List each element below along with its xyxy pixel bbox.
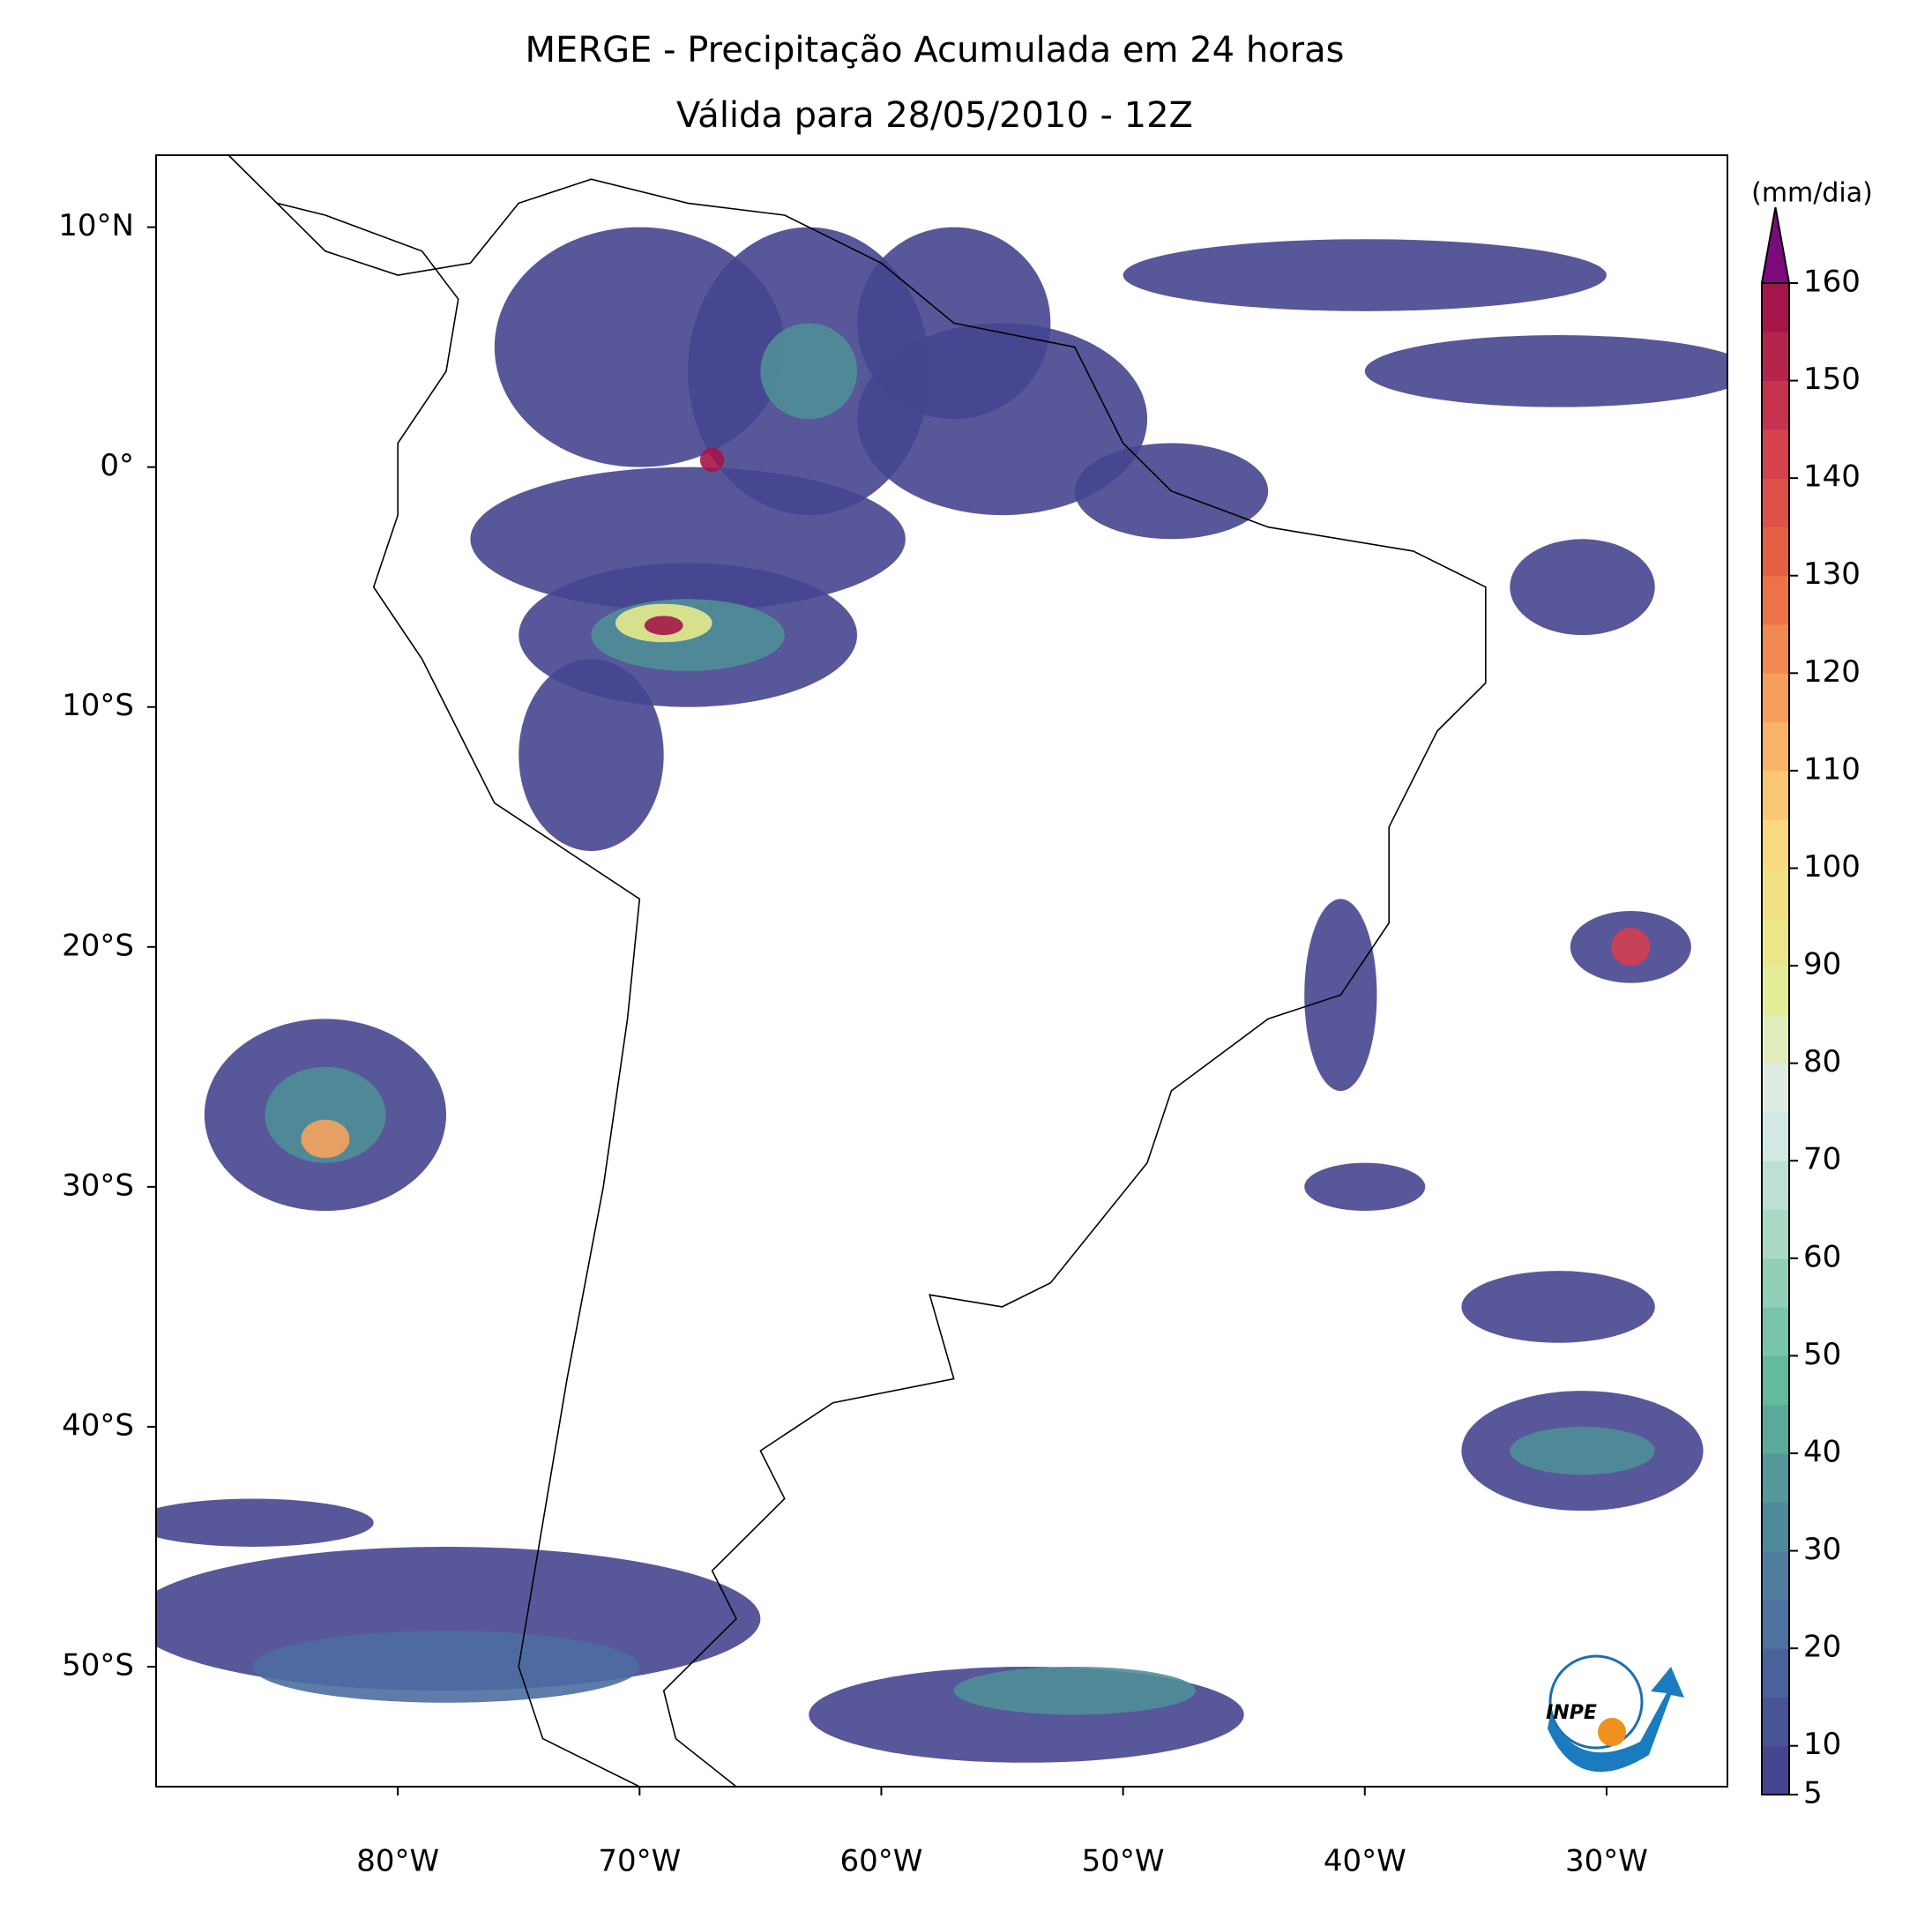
- precip-area: [1510, 539, 1655, 636]
- colorbar-band: [1762, 1111, 1789, 1161]
- subtitle: Válida para 28/05/2010 - 12Z: [676, 95, 1193, 136]
- colorbar-band: [1762, 1161, 1789, 1211]
- precip-area: [1304, 1162, 1426, 1212]
- precip-area: [518, 659, 664, 851]
- colorbar-band: [1762, 575, 1789, 625]
- colorbar-band: [1762, 1258, 1789, 1308]
- colorbar-band: [1762, 624, 1789, 674]
- precip-area: [470, 467, 906, 611]
- colorbar-band: [1762, 478, 1789, 527]
- y-tick-label: 50°S: [62, 1647, 134, 1683]
- precip-area: [953, 1666, 1196, 1715]
- logo-ring: [1548, 1654, 1644, 1750]
- colorbar-extend: [1760, 206, 1791, 284]
- colorbar-band: [1762, 1550, 1789, 1601]
- colorbar-tick-label: 130: [1803, 556, 1861, 592]
- colorbar-band: [1762, 1452, 1789, 1503]
- colorbar: (mm/dia) 5 10 20 30 40 50 60 70 80 90 100 110 120 130 1…: [1751, 178, 1873, 1811]
- colorbar-band: [1762, 966, 1789, 1015]
- colorbar-band: [1762, 1599, 1789, 1649]
- x-tick-label: 70°W: [598, 1844, 681, 1879]
- colorbar-tick-label: 60: [1803, 1239, 1841, 1274]
- x-tick-label: 60°W: [840, 1844, 923, 1879]
- colorbar-band: [1762, 1014, 1789, 1064]
- precip-area: [156, 1498, 374, 1547]
- logo: INPE: [1546, 1654, 1684, 1773]
- colorbar-label: (mm/dia): [1751, 178, 1873, 209]
- y-tick-label: 10°S: [62, 688, 134, 723]
- x-tick-label: 50°W: [1082, 1844, 1165, 1879]
- colorbar-band: [1762, 1063, 1789, 1113]
- colorbar-tick-label: 100: [1803, 849, 1861, 885]
- colorbar-band: [1762, 380, 1789, 430]
- colorbar-tick-label: 80: [1803, 1044, 1841, 1079]
- precip-area: [265, 1066, 386, 1163]
- colorbar-band: [1762, 429, 1789, 479]
- colorbar-band: [1762, 1209, 1789, 1259]
- colorbar-tick-label: 120: [1803, 654, 1861, 690]
- colorbar-band: [1762, 1307, 1789, 1356]
- colorbar-band: [1762, 283, 1789, 332]
- colorbar-tick-label: 50: [1803, 1337, 1841, 1372]
- colorbar-band: [1762, 332, 1789, 382]
- colorbar-band: [1762, 1355, 1789, 1406]
- colorbar-band: [1762, 1404, 1789, 1454]
- y-tick-label: 10°N: [58, 208, 134, 243]
- logo-swoosh: [1548, 1667, 1684, 1773]
- colorbar-band: [1762, 868, 1789, 918]
- y-tick-label: 0°: [100, 448, 134, 483]
- colorbar-band: [1762, 770, 1789, 820]
- colorbar-band: [1762, 1697, 1789, 1747]
- colorbar-tick-label: 90: [1803, 947, 1841, 982]
- map-area: 80°W 70°W 60°W 50°W 40°W 30°W 10°N 0° 10°S 20°S 30…: [58, 154, 1728, 1879]
- precip-area: [1123, 239, 1607, 311]
- colorbar-band: [1762, 526, 1789, 577]
- precip-area: [301, 1119, 350, 1159]
- precip-area: [699, 447, 725, 473]
- x-tick-label: 80°W: [356, 1844, 439, 1879]
- colorbar-band: [1762, 916, 1789, 967]
- precip-area: [1510, 1426, 1655, 1475]
- precip-area: [857, 323, 1148, 516]
- y-tick-label: 40°S: [62, 1407, 134, 1443]
- y-tick-label: 20°S: [62, 928, 134, 963]
- map-content: [156, 155, 1727, 1787]
- colorbar-tick-label: 10: [1803, 1727, 1841, 1762]
- colorbar-tick-label: 40: [1803, 1434, 1841, 1469]
- colorbar-band: [1762, 721, 1789, 772]
- colorbar-tick-label: 20: [1803, 1630, 1841, 1665]
- y-tick-label: 30°S: [62, 1168, 134, 1203]
- logo-dot: [1598, 1718, 1626, 1746]
- map-frame: [155, 154, 1728, 1788]
- colorbar-band: [1762, 1745, 1789, 1795]
- colorbar-band: [1762, 1648, 1789, 1698]
- precip-area: [760, 323, 858, 420]
- colorbar-frame: [1761, 282, 1790, 1795]
- colorbar-band: [1762, 1502, 1789, 1552]
- precip-area: [252, 1631, 640, 1703]
- precip-area: [1611, 928, 1651, 967]
- precip-area: [1461, 1271, 1655, 1343]
- coastline: [228, 155, 1487, 1787]
- colorbar-tick-label: 70: [1803, 1142, 1841, 1177]
- title: MERGE - Precipitação Acumulada em 24 hor…: [526, 30, 1345, 71]
- x-tick-label: 30°W: [1565, 1844, 1648, 1879]
- colorbar-band: [1762, 673, 1789, 723]
- x-tick-label: 40°W: [1324, 1844, 1406, 1879]
- colorbar-tick-label: 140: [1803, 459, 1861, 495]
- colorbar-tick-label: 5: [1803, 1776, 1823, 1811]
- logo-text: INPE: [1546, 1702, 1597, 1724]
- colorbar-tick-label: 30: [1803, 1532, 1841, 1567]
- precip-area: [1364, 335, 1727, 407]
- precip-area: [644, 616, 683, 636]
- colorbar-tick-label: 150: [1803, 362, 1861, 397]
- colorbar-tick-label: 110: [1803, 751, 1861, 787]
- colorbar-tick-label: 160: [1803, 265, 1861, 300]
- colorbar-band: [1762, 819, 1789, 869]
